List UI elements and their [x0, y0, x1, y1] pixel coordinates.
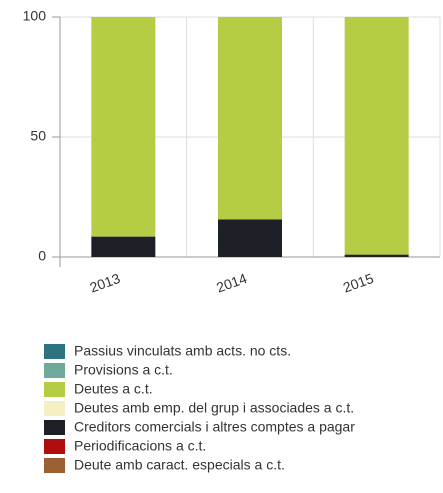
y-tick-label: 50: [30, 128, 46, 144]
legend-label: Deute amb caract. especials a c.t.: [74, 457, 285, 473]
bar-segment: [344, 254, 409, 257]
legend-label: Creditors comercials i altres comptes a …: [74, 419, 355, 435]
bar-segment: [218, 17, 282, 220]
legend-swatch: [44, 382, 65, 397]
legend-label: Provisions a c.t.: [74, 362, 173, 378]
bar-segment: [344, 17, 409, 255]
legend-label: Deutes amb emp. del grup i associades a …: [74, 400, 354, 416]
legend-label: Periodificacions a c.t.: [74, 438, 206, 454]
bar-segment: [91, 17, 156, 237]
x-tick-label: 2014: [214, 270, 249, 296]
legend-label: Deutes a c.t.: [74, 381, 153, 397]
bar-segment: [218, 219, 282, 257]
legend-swatch: [44, 363, 65, 378]
legend-swatch: [44, 344, 65, 359]
y-tick-label: 0: [38, 248, 46, 264]
legend-swatch: [44, 458, 65, 473]
x-tick-label: 2015: [341, 270, 376, 296]
legend-swatch: [44, 420, 65, 435]
bar-segment: [91, 236, 156, 257]
legend-swatch: [44, 401, 65, 416]
x-tick-label: 2013: [88, 270, 123, 296]
legend-swatch: [44, 439, 65, 454]
y-tick-label: 100: [23, 8, 47, 24]
legend-label: Passius vinculats amb acts. no cts.: [74, 343, 291, 359]
